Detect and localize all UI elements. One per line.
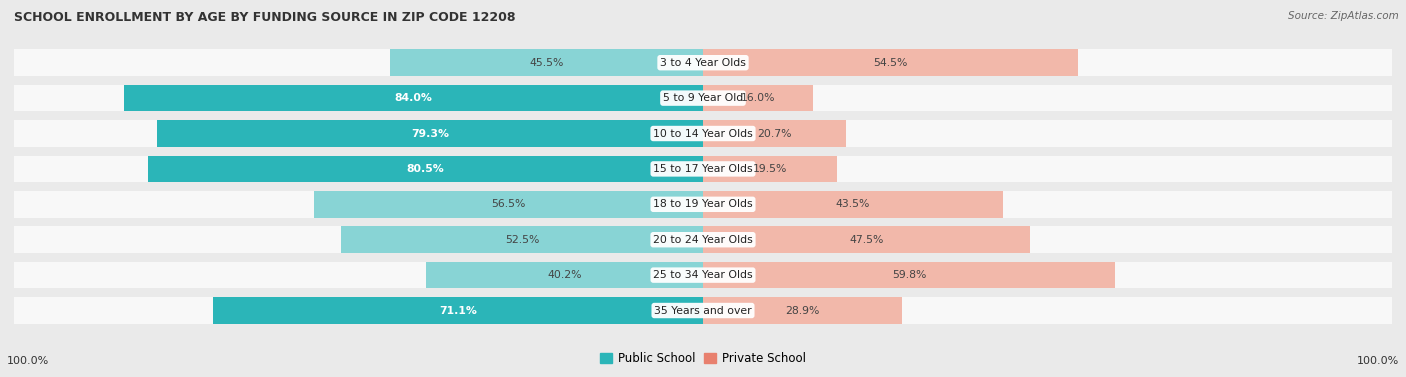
Text: 79.3%: 79.3% xyxy=(411,129,449,138)
Text: 43.5%: 43.5% xyxy=(835,199,870,209)
Bar xyxy=(14,156,1392,182)
Text: SCHOOL ENROLLMENT BY AGE BY FUNDING SOURCE IN ZIP CODE 12208: SCHOOL ENROLLMENT BY AGE BY FUNDING SOUR… xyxy=(14,11,516,24)
Text: 25 to 34 Year Olds: 25 to 34 Year Olds xyxy=(654,270,752,280)
Text: 47.5%: 47.5% xyxy=(849,235,884,245)
Text: 52.5%: 52.5% xyxy=(505,235,540,245)
Text: 20.7%: 20.7% xyxy=(756,129,792,138)
Text: Source: ZipAtlas.com: Source: ZipAtlas.com xyxy=(1288,11,1399,21)
Text: 28.9%: 28.9% xyxy=(786,305,820,316)
Bar xyxy=(14,49,1392,76)
Text: 100.0%: 100.0% xyxy=(7,356,49,366)
Legend: Public School, Private School: Public School, Private School xyxy=(595,347,811,369)
Text: 19.5%: 19.5% xyxy=(754,164,787,174)
Bar xyxy=(314,191,703,218)
Bar xyxy=(389,49,703,76)
Bar xyxy=(14,227,1392,253)
Text: 3 to 4 Year Olds: 3 to 4 Year Olds xyxy=(659,58,747,68)
Text: 20 to 24 Year Olds: 20 to 24 Year Olds xyxy=(654,235,752,245)
Text: 5 to 9 Year Old: 5 to 9 Year Old xyxy=(662,93,744,103)
Bar xyxy=(14,85,1392,111)
Bar xyxy=(14,120,1392,147)
Text: 59.8%: 59.8% xyxy=(891,270,927,280)
Text: 71.1%: 71.1% xyxy=(439,305,477,316)
Bar xyxy=(703,191,1002,218)
Bar xyxy=(342,227,703,253)
Text: 35 Years and over: 35 Years and over xyxy=(654,305,752,316)
Text: 40.2%: 40.2% xyxy=(547,270,582,280)
Bar xyxy=(14,191,1392,218)
Bar xyxy=(703,85,813,111)
Bar xyxy=(426,262,703,288)
Text: 45.5%: 45.5% xyxy=(529,58,564,68)
Bar xyxy=(703,227,1031,253)
Bar xyxy=(149,156,703,182)
Bar xyxy=(703,262,1115,288)
Text: 16.0%: 16.0% xyxy=(741,93,775,103)
Text: 84.0%: 84.0% xyxy=(395,93,433,103)
Bar xyxy=(156,120,703,147)
Text: 54.5%: 54.5% xyxy=(873,58,908,68)
Text: 10 to 14 Year Olds: 10 to 14 Year Olds xyxy=(654,129,752,138)
Text: 100.0%: 100.0% xyxy=(1357,356,1399,366)
Text: 56.5%: 56.5% xyxy=(491,199,526,209)
Text: 18 to 19 Year Olds: 18 to 19 Year Olds xyxy=(654,199,752,209)
Bar xyxy=(214,297,703,324)
Bar xyxy=(703,156,838,182)
Text: 80.5%: 80.5% xyxy=(406,164,444,174)
Bar xyxy=(703,49,1078,76)
Bar xyxy=(124,85,703,111)
Text: 15 to 17 Year Olds: 15 to 17 Year Olds xyxy=(654,164,752,174)
Bar xyxy=(703,120,845,147)
Bar xyxy=(14,297,1392,324)
Bar xyxy=(703,297,903,324)
Bar xyxy=(14,262,1392,288)
